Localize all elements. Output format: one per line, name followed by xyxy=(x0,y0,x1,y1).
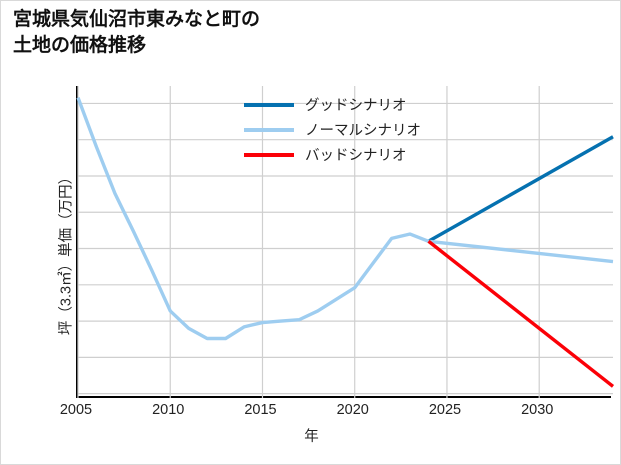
legend-label: バッドシナリオ xyxy=(305,148,407,164)
series-line xyxy=(427,135,614,243)
series-lines xyxy=(76,97,615,388)
x-tick-label: 2015 xyxy=(244,402,277,418)
legend-item[interactable]: バッドシナリオ xyxy=(244,142,464,167)
x-tick-label: 2005 xyxy=(59,402,93,418)
series-line xyxy=(76,97,614,341)
x-tick-label: 2030 xyxy=(521,402,554,418)
legend-item[interactable]: グッドシナリオ xyxy=(244,92,464,117)
legend-label: ノーマルシナリオ xyxy=(305,123,421,139)
chart-title: 宮城県気仙沼市東みなと町の 土地の価格推移 xyxy=(13,9,261,56)
legend-item[interactable]: ノーマルシナリオ xyxy=(244,117,464,142)
x-tick-label: 2020 xyxy=(336,402,369,418)
legend-color-swatch xyxy=(244,127,294,132)
x-axis-title: 年 xyxy=(304,429,319,445)
legend-color-swatch xyxy=(244,102,294,107)
plot-area xyxy=(76,86,615,398)
x-tick-label: 2010 xyxy=(152,402,185,418)
legend-label: グッドシナリオ xyxy=(305,98,407,114)
chart-legend: グッドシナリオ ノーマルシナリオ バッドシナリオ xyxy=(244,92,464,167)
legend-color-swatch xyxy=(244,152,294,157)
y-axis-title: 坪（3.3㎡）単価（万円） xyxy=(58,169,75,336)
series-line xyxy=(427,239,615,388)
x-tick-label: 2025 xyxy=(428,402,462,418)
gridlines xyxy=(77,86,613,398)
